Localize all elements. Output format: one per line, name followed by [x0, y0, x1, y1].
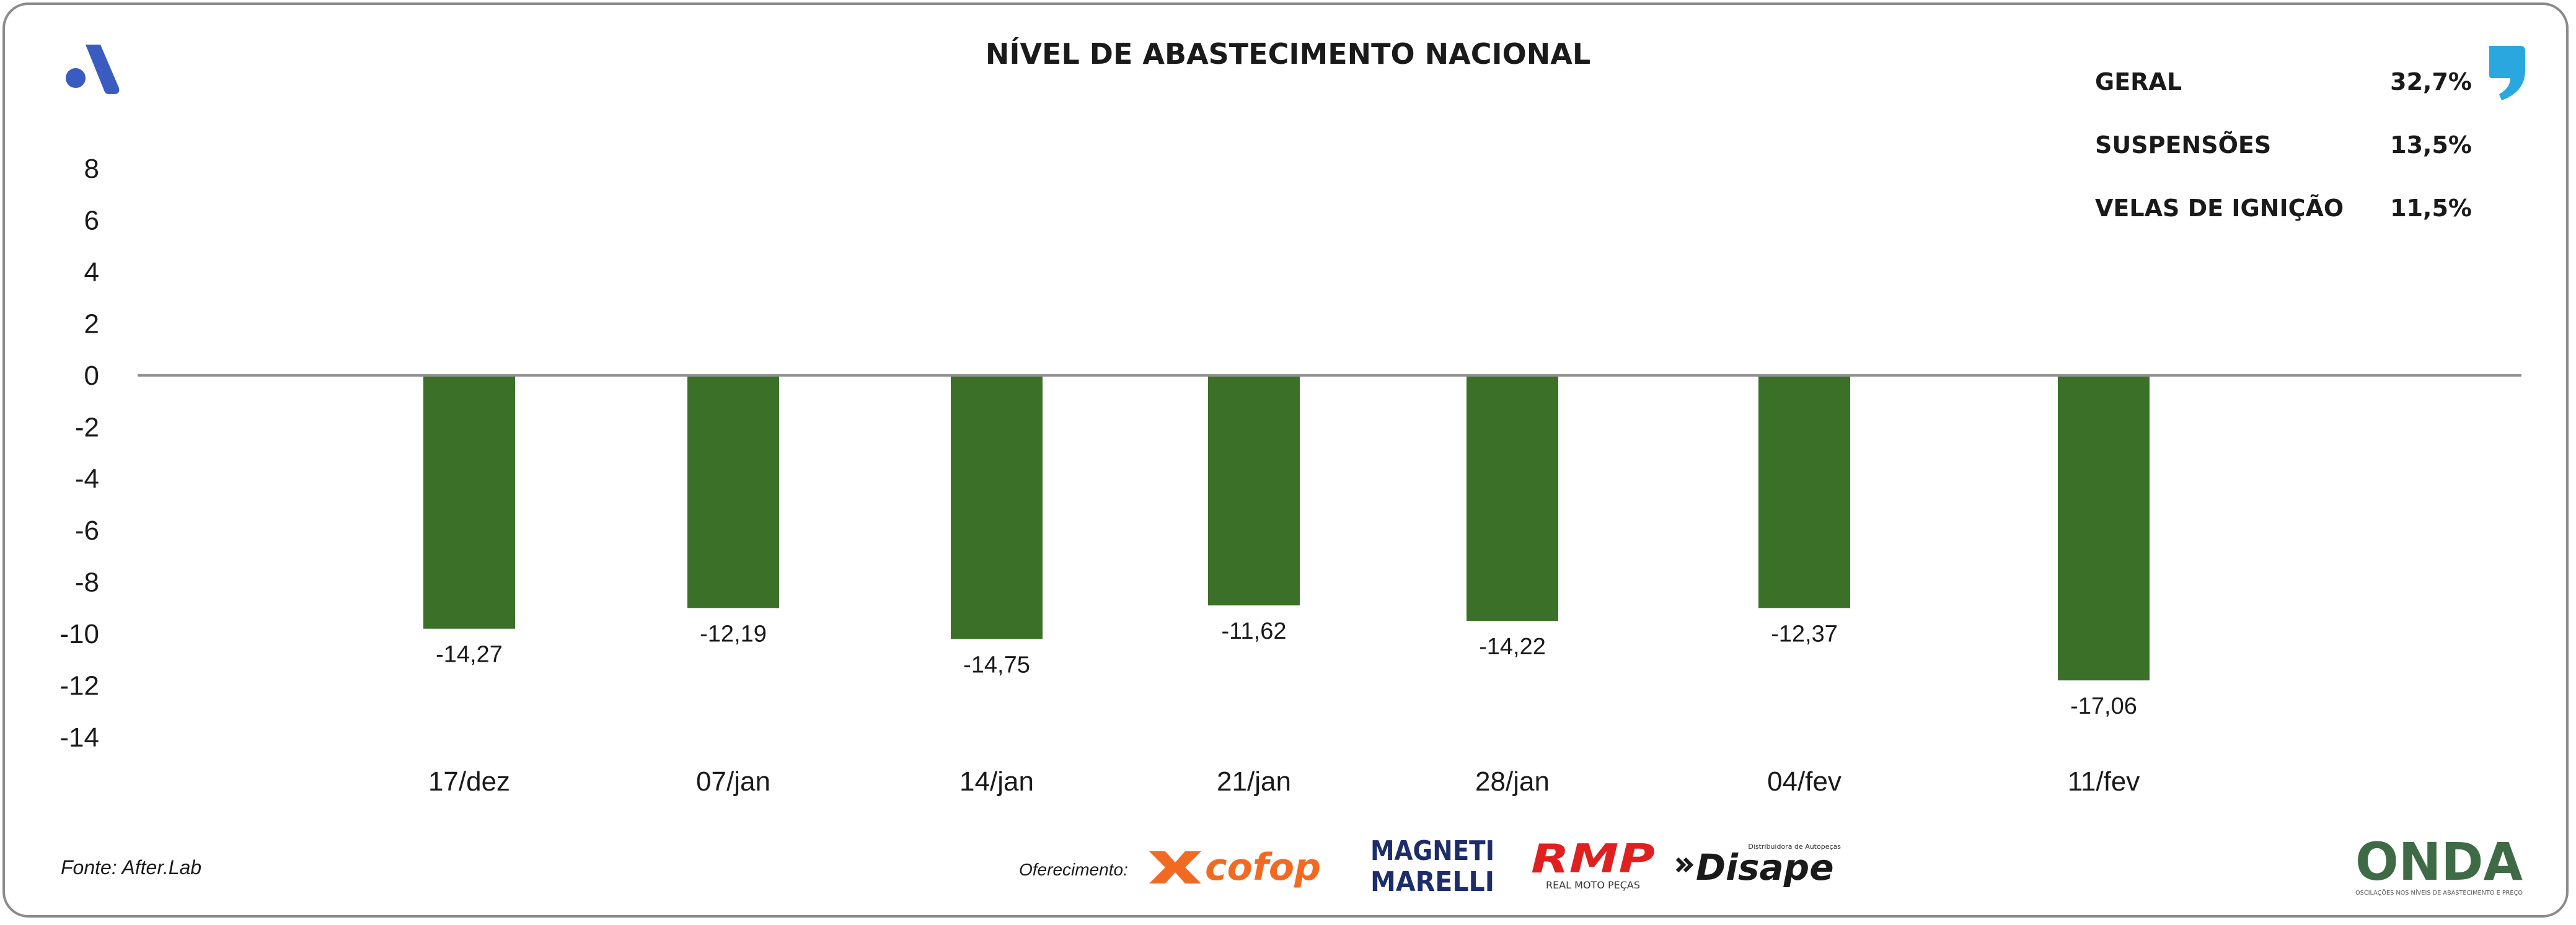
data-label: -12,37: [1771, 621, 1838, 647]
disape-tagline: Distribuidora de Autopeças: [1748, 843, 1841, 851]
y-tick-label: -14: [60, 722, 99, 753]
rmp-logo: RMP REAL MOTO PEÇAS: [1531, 836, 1655, 891]
data-labels: -14,27 -12,19 -14,75 -11,62 -14,22 -12,37 -17,…: [436, 618, 2137, 719]
y-tick-label: -8: [75, 568, 99, 598]
cofop-wordmark: cofop: [1205, 846, 1321, 889]
bar-11-fev: [2058, 375, 2150, 681]
bar-series: [423, 375, 2150, 681]
bar-17-dez: [423, 375, 515, 629]
y-tick-label: -4: [75, 464, 99, 494]
y-tick-label: -12: [60, 671, 99, 701]
rmp-tagline: REAL MOTO PEÇAS: [1546, 879, 1640, 891]
x-axis: 17/dez 07/jan 14/jan 21/jan 28/jan 04/fev 11/f…: [428, 766, 2140, 797]
y-tick-label: 0: [84, 361, 99, 391]
brand-logo-icon: [66, 45, 120, 94]
x-tick-label: 11/fev: [2068, 766, 2140, 797]
marelli-wordmark: MARELLI: [1370, 866, 1494, 898]
bar-07-jan: [687, 375, 779, 608]
y-axis: 8 6 4 2 0 -2 -4 -6 -8 -10 -12 -14: [60, 154, 99, 753]
summary-value: 13,5%: [2390, 131, 2472, 159]
magneti-wordmark: MAGNETI: [1370, 835, 1494, 867]
x-tick-label: 14/jan: [959, 766, 1034, 797]
summary-row-geral: GERAL 32,7%: [2095, 68, 2492, 131]
x-tick-label: 21/jan: [1217, 766, 1291, 797]
disape-chevron-icon: [1675, 857, 1694, 873]
cofop-mark-icon: [1149, 851, 1201, 883]
y-tick-label: -2: [75, 412, 99, 442]
quote-mark-icon: [2489, 46, 2525, 100]
y-tick-label: -6: [75, 515, 99, 546]
summary-row-suspensoes: SUSPENSÕES 13,5%: [2095, 131, 2492, 195]
y-tick-label: 8: [84, 154, 99, 184]
disape-wordmark: Disape: [1696, 846, 1834, 888]
rmp-wordmark: RMP: [1531, 836, 1655, 882]
x-tick-label: 17/dez: [428, 766, 510, 797]
chart-title: NÍVEL DE ABASTECIMENTO NACIONAL: [985, 37, 1591, 71]
summary-value: 32,7%: [2390, 68, 2472, 95]
source-note: Fonte: After.Lab: [61, 856, 202, 879]
data-label: -11,62: [1222, 618, 1287, 644]
summary-label: VELAS DE IGNIÇÃO: [2095, 195, 2344, 222]
summary-row-velas: VELAS DE IGNIÇÃO 11,5%: [2095, 195, 2492, 258]
summary-table: GERAL 32,7% SUSPENSÕES 13,5% VELAS DE IG…: [2095, 68, 2492, 258]
summary-label: GERAL: [2095, 68, 2182, 95]
x-tick-label: 04/fev: [1767, 766, 1842, 797]
onda-wordmark: ONDA: [2355, 831, 2523, 892]
magneti-marelli-logo: MAGNETI MARELLI: [1370, 835, 1494, 898]
cofop-logo: cofop: [1149, 846, 1321, 889]
bar-14-jan: [951, 375, 1043, 639]
data-label: -17,06: [2070, 693, 2137, 719]
data-label: -12,19: [700, 621, 767, 647]
y-tick-label: -10: [60, 619, 99, 649]
onda-tagline: OSCILAÇÕES NOS NÍVEIS DE ABASTECIMENTO E…: [2355, 888, 2523, 897]
y-tick-label: 2: [84, 309, 99, 339]
sponsor-label: Oferecimento:: [1019, 860, 1128, 879]
bar-04-fev: [1758, 375, 1850, 608]
data-label: -14,22: [1479, 634, 1546, 660]
x-tick-label: 07/jan: [696, 766, 770, 797]
disape-logo: Distribuidora de Autopeças Disape: [1675, 843, 1841, 888]
summary-value: 11,5%: [2390, 195, 2472, 222]
bar-21-jan: [1208, 375, 1300, 606]
data-label: -14,27: [436, 642, 503, 668]
y-tick-label: 6: [84, 205, 99, 235]
data-label: -14,75: [963, 652, 1030, 678]
onda-logo: ONDA OSCILAÇÕES NOS NÍVEIS DE ABASTECIME…: [2355, 831, 2523, 897]
summary-label: SUSPENSÕES: [2095, 131, 2272, 159]
x-tick-label: 28/jan: [1475, 766, 1550, 797]
bar-28-jan: [1467, 375, 1558, 621]
y-tick-label: 4: [84, 257, 99, 287]
